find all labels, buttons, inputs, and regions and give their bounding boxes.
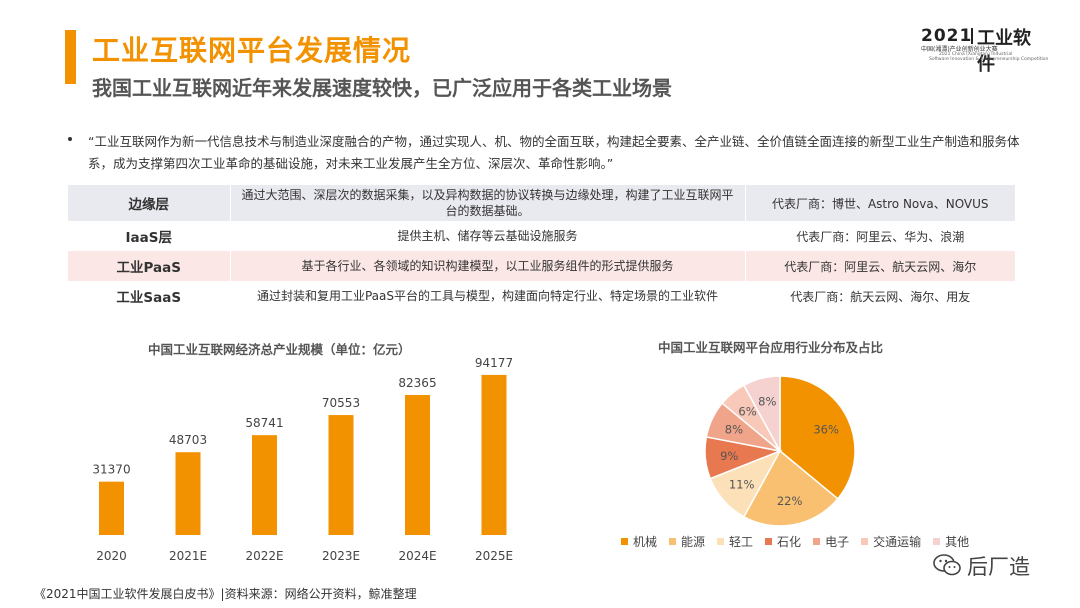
pie-chart-title: 中国工业互联网平台应用行业分布及占比: [658, 340, 884, 355]
source-footer: 《2021中国工业软件发展白皮书》|资料来源：网络公开资料，鲸准整理: [34, 587, 417, 601]
legend-label: 机械: [633, 535, 658, 549]
legend-label: 交通运输: [873, 535, 922, 549]
legend-swatch: [621, 538, 628, 545]
layer-description: 通过封装和复用工业PaaS平台的工具与模型，构建面向特定行业、特定场景的工业软件: [230, 281, 746, 311]
pie-slice-label: 9%: [720, 449, 738, 463]
layer-row: 边缘层 通过大范围、深层次的数据采集，以及异构数据的协议转换与边缘处理，构建了工业…: [68, 185, 1015, 221]
wechat-icon: [933, 554, 961, 576]
logo-divider: [971, 28, 973, 44]
watermark-text: 后厂造: [967, 555, 1030, 579]
bar-value-label: 82365: [398, 376, 436, 390]
event-logo: 2021 工业软件 中国(湘潭)产业创新创业大赛 2021 China (Xia…: [915, 24, 1049, 75]
x-tick-label: 2021E: [169, 549, 207, 563]
layer-vendors: 代表厂商：航天云网、海尔、用友: [790, 289, 971, 304]
pie-slice-label: 36%: [813, 422, 839, 436]
logo-year: 2021: [921, 26, 973, 46]
layer-vendors: 代表厂商：阿里云、航天云网、海尔: [784, 259, 977, 274]
legend-swatch: [765, 538, 773, 545]
pie-slice-6: [742, 375, 781, 452]
pie-slice-label: 22%: [777, 494, 803, 508]
x-tick-label: 2024E: [398, 549, 436, 563]
layer-name: 边缘层: [68, 185, 231, 221]
legend-item: 交通运输: [861, 533, 921, 550]
x-tick-label: 2025E: [475, 549, 513, 563]
bar-2025E: [481, 374, 507, 535]
industry-distribution-pie-chart: 36%22%11%9%8%6%8%: [704, 375, 856, 527]
bar-2020: [99, 481, 124, 535]
page-subtitle: 我国工业互联网近年来发展速度较快，已广泛应用于各类工业场景: [92, 76, 672, 100]
x-tick-label: 2023E: [322, 549, 360, 563]
layer-row: 工业SaaS 通过封装和复用工业PaaS平台的工具与模型，构建面向特定行业、特定场…: [68, 281, 1015, 311]
pie-slice-label: 8%: [725, 422, 743, 436]
legend-item: 电子: [813, 533, 849, 550]
legend-item: 其他: [933, 533, 969, 550]
logo-subtitle: 中国(湘潭)产业创新创业大赛: [921, 46, 998, 53]
bar-value-label: 31370: [92, 463, 130, 477]
legend-swatch: [717, 538, 725, 545]
bar-2023E: [328, 415, 354, 535]
pie-slice-label: 8%: [758, 395, 776, 409]
logo-english-line1: 2021 China (Xiangtan) Industrial: [939, 52, 1013, 57]
pie-slice-label: 6%: [738, 405, 756, 419]
bar-value-label: 94177: [475, 356, 513, 370]
bar-2021E: [175, 452, 201, 535]
platform-layer-table: 边缘层 通过大范围、深层次的数据采集，以及异构数据的协议转换与边缘处理，构建了工业…: [68, 185, 1015, 311]
layer-vendors: 代表厂商：阿里云、华为、浪潮: [796, 229, 965, 244]
legend-label: 石化: [777, 535, 802, 549]
x-tick-label: 2022E: [245, 549, 283, 563]
layer-name: 工业PaaS: [68, 251, 231, 281]
pie-slice-1: [742, 449, 839, 527]
bar-value-label: 70553: [322, 396, 360, 410]
logo-brand: 工业软件: [977, 28, 1031, 75]
bar-chart-title: 中国工业互联网经济总产业规模（单位：亿元）: [148, 342, 411, 357]
layer-description: 提供主机、储存等云基础设施服务: [230, 221, 746, 251]
layer-description: 基于各行业、各领域的知识构建模型，以工业服务组件的形式提供服务: [230, 251, 746, 281]
legend-swatch: [861, 538, 869, 545]
page-title: 工业互联网平台发展情况: [92, 34, 412, 67]
legend-label: 能源: [681, 535, 706, 549]
legend-item: 能源: [669, 533, 705, 550]
layer-row: IaaS层 提供主机、储存等云基础设施服务 代表厂商：阿里云、华为、浪潮: [68, 221, 1015, 251]
legend-swatch: [813, 538, 821, 545]
legend-label: 轻工: [729, 535, 754, 549]
bar-value-label: 48703: [169, 433, 207, 447]
legend-label: 电子: [825, 535, 850, 549]
pie-slice-label: 11%: [729, 478, 755, 492]
legend-item: 机械: [621, 533, 657, 550]
layer-vendors: 代表厂商：博世、Astro Nova、NOVUS: [771, 196, 989, 211]
bar-2022E: [252, 435, 277, 535]
legend-item: 石化: [765, 533, 801, 550]
bar-value-label: 58741: [245, 416, 283, 430]
x-tick-label: 2020: [96, 549, 127, 563]
layer-name: 工业SaaS: [68, 281, 231, 311]
layer-description: 通过大范围、深层次的数据采集，以及异构数据的协议转换与边缘处理，构建了工业互联网…: [230, 185, 746, 221]
bullet-icon: [68, 137, 72, 141]
definition-quote: “工业互联网作为新一代信息技术与制造业深度融合的产物，通过实现人、机、物的全面互…: [88, 134, 1020, 171]
legend-item: 轻工: [717, 533, 753, 550]
layer-row: 工业PaaS 基于各行业、各领域的知识构建模型，以工业服务组件的形式提供服务 代表厂…: [68, 251, 1015, 281]
layer-name: IaaS层: [68, 221, 231, 251]
title-accent-bar: [65, 30, 76, 84]
pie-slice-0: [779, 375, 856, 500]
legend-label: 其他: [945, 535, 970, 549]
pie-legend: 机械 能源 轻工 石化 电子 交通运输 其他: [621, 533, 969, 550]
logo-english-line2: Software Innovation & Entrepreneurship C…: [929, 57, 1049, 62]
legend-swatch: [933, 538, 941, 545]
market-size-bar-chart: 31370 2020 48703 2021E 58741 2022E 70553 2023E 8…: [92, 356, 513, 563]
legend-swatch: [669, 538, 677, 545]
bar-2024E: [405, 394, 430, 535]
